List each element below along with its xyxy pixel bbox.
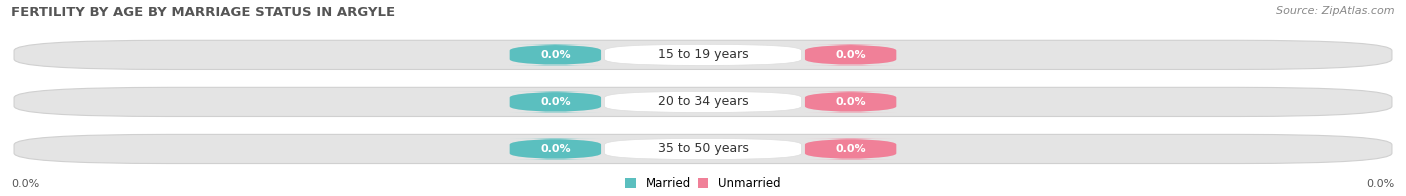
Text: 20 to 34 years: 20 to 34 years [658,95,748,108]
Text: 0.0%: 0.0% [540,144,571,154]
Text: 0.0%: 0.0% [11,179,39,189]
Text: 0.0%: 0.0% [835,97,866,107]
FancyBboxPatch shape [605,138,801,160]
Text: FERTILITY BY AGE BY MARRIAGE STATUS IN ARGYLE: FERTILITY BY AGE BY MARRIAGE STATUS IN A… [11,6,395,19]
Text: 0.0%: 0.0% [540,50,571,60]
Text: 0.0%: 0.0% [1367,179,1395,189]
FancyBboxPatch shape [605,91,801,113]
FancyBboxPatch shape [806,91,897,113]
FancyBboxPatch shape [14,134,1392,163]
FancyBboxPatch shape [605,44,801,65]
Text: Source: ZipAtlas.com: Source: ZipAtlas.com [1277,6,1395,16]
Text: 0.0%: 0.0% [540,97,571,107]
FancyBboxPatch shape [509,138,602,160]
Legend: Married, Unmarried: Married, Unmarried [626,177,780,190]
FancyBboxPatch shape [806,138,897,160]
FancyBboxPatch shape [14,87,1392,116]
FancyBboxPatch shape [806,44,897,65]
Text: 15 to 19 years: 15 to 19 years [658,48,748,61]
Text: 0.0%: 0.0% [835,144,866,154]
FancyBboxPatch shape [14,40,1392,69]
FancyBboxPatch shape [509,91,602,113]
FancyBboxPatch shape [509,44,602,65]
Text: 35 to 50 years: 35 to 50 years [658,142,748,155]
Text: 0.0%: 0.0% [835,50,866,60]
